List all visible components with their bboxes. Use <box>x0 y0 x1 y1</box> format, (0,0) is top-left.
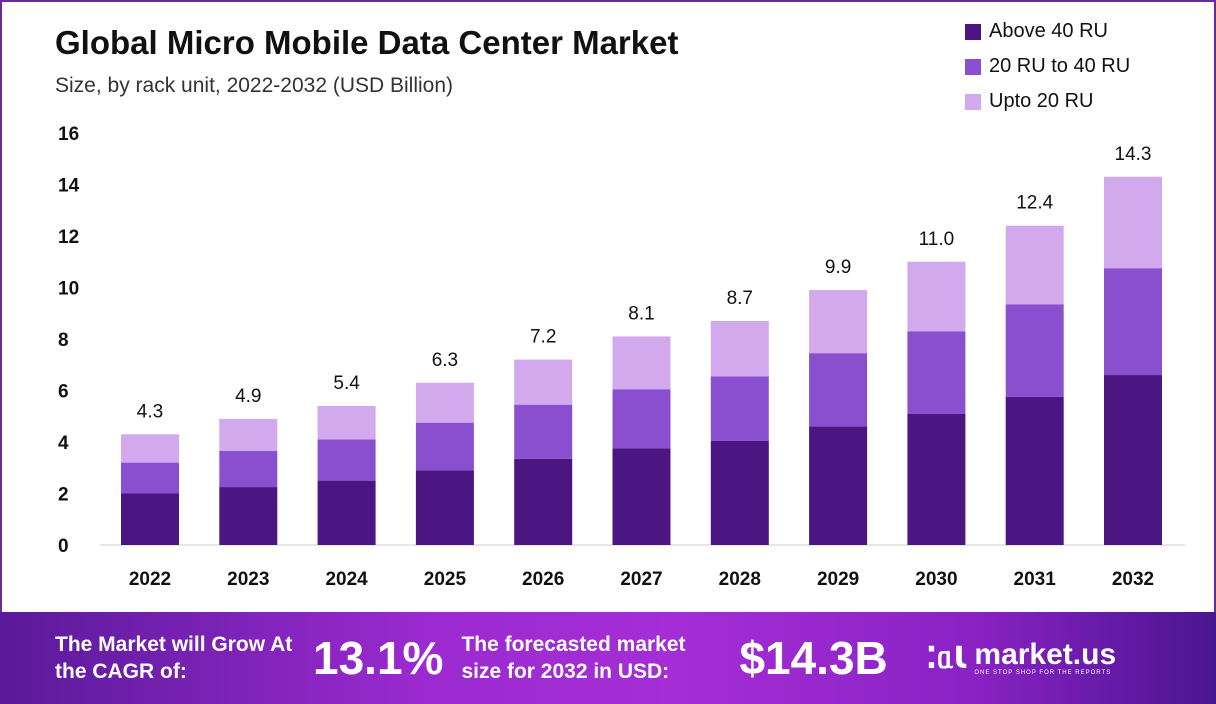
bar-segment <box>612 336 671 390</box>
bar-segment <box>415 470 474 545</box>
bar-segment <box>710 320 769 377</box>
total-label: 9.9 <box>825 257 851 278</box>
bar-segment <box>1104 176 1162 269</box>
bar-segment <box>809 353 868 427</box>
total-label: 4.3 <box>137 401 163 422</box>
total-label: 6.3 <box>432 350 458 371</box>
x-tick-label: 2023 <box>227 569 269 590</box>
bar-segment <box>317 439 376 481</box>
cagr-value: 13.1% <box>313 632 444 684</box>
x-tick-label: 2029 <box>817 569 859 590</box>
bar-segment <box>317 405 376 440</box>
x-tick-label: 2026 <box>522 569 564 590</box>
bar-segment <box>809 426 868 545</box>
logo-icon: ⁚ᥲꙆ <box>925 641 967 675</box>
bar-chart: 0 2 4 6 8 10 12 14 16 4.3 2022 4.9 2023 5.4 2024 6.3 202… <box>58 124 1185 590</box>
y-tick-label: 4 <box>58 433 69 454</box>
bar-segment <box>1005 396 1064 545</box>
legend-item: Upto 20 RU <box>965 84 1130 119</box>
bar-segment <box>514 359 573 405</box>
chart-subtitle: Size, by rack unit, 2022-2032 (USD Billi… <box>55 74 454 97</box>
legend-item: Above 40 RU <box>965 14 1130 49</box>
bar-segment <box>710 376 769 441</box>
legend-swatch <box>965 58 981 75</box>
bar-segment <box>612 389 671 449</box>
bar-segment <box>317 480 376 545</box>
chart-frame <box>0 0 1216 612</box>
market-us-logo: ⁚ᥲꙆ market.us ONE STOP SHOP FOR THE REPO… <box>925 638 1117 677</box>
y-tick-label: 16 <box>58 124 79 145</box>
logo-tagline: ONE STOP SHOP FOR THE REPORTS <box>974 670 1112 676</box>
x-tick-label: 2030 <box>915 569 957 590</box>
y-tick-label: 10 <box>58 279 79 300</box>
legend-swatch <box>965 93 981 110</box>
bar-segment <box>514 458 573 545</box>
bar-segment <box>710 440 769 545</box>
y-tick-label: 8 <box>58 330 69 351</box>
y-tick-label: 6 <box>58 382 69 403</box>
legend-label: Upto 20 RU <box>989 90 1094 112</box>
legend: Above 40 RU 20 RU to 40 RU Upto 20 RU <box>965 14 1130 119</box>
bar-segment <box>809 290 868 354</box>
legend-item: 20 RU to 40 RU <box>965 49 1130 84</box>
total-label: 8.7 <box>727 288 753 309</box>
cagr-label: The Market will Grow At the CAGR of: <box>55 633 293 683</box>
bar-segment <box>219 418 278 452</box>
bar-segment <box>415 422 474 471</box>
bar-segment <box>612 448 671 545</box>
x-tick-label: 2028 <box>719 569 761 590</box>
x-tick-label: 2027 <box>620 569 662 590</box>
legend-swatch <box>965 23 981 40</box>
total-label: 14.3 <box>1115 144 1152 165</box>
x-tick-label: 2022 <box>129 569 171 590</box>
chart-title: Global Micro Mobile Data Center Market <box>55 24 679 61</box>
total-label: 5.4 <box>333 373 360 394</box>
total-label: 8.1 <box>628 303 654 324</box>
bar-segment <box>219 451 278 488</box>
bar-segment <box>219 487 278 545</box>
x-tick-label: 2025 <box>424 569 467 590</box>
y-tick-label: 0 <box>58 536 69 557</box>
total-label: 12.4 <box>1016 193 1053 214</box>
bar-segment <box>1005 225 1064 305</box>
x-tick-label: 2032 <box>1112 569 1154 590</box>
bar-segment <box>1005 304 1064 397</box>
total-label: 11.0 <box>919 229 955 250</box>
bar-segment <box>1104 268 1162 376</box>
bar-segment <box>514 404 573 459</box>
forecast-label: The forecasted market size for 2032 in U… <box>461 633 686 683</box>
bar-segment <box>121 462 179 494</box>
bar-segment <box>121 493 179 545</box>
legend-label: Above 40 RU <box>989 20 1108 42</box>
bar-segment <box>1104 375 1162 545</box>
x-tick-label: 2024 <box>325 569 368 590</box>
footer-banner: The Market will Grow At the CAGR of: 13.… <box>0 612 1216 704</box>
legend-label: 20 RU to 40 RU <box>989 55 1131 77</box>
logo-name: market.us <box>974 638 1117 671</box>
y-tick-label: 14 <box>58 176 80 197</box>
x-tick-label: 2031 <box>1014 569 1057 590</box>
forecast-value: $14.3B <box>739 632 888 684</box>
bar-segment <box>907 261 966 332</box>
total-label: 4.9 <box>235 386 261 407</box>
y-tick-label: 12 <box>58 227 79 248</box>
bar-segment <box>121 434 179 463</box>
total-label: 7.2 <box>530 327 556 348</box>
bar-segment <box>907 413 966 545</box>
bar-segment <box>907 331 966 414</box>
bar-segment <box>415 382 474 423</box>
y-tick-label: 2 <box>58 485 69 506</box>
